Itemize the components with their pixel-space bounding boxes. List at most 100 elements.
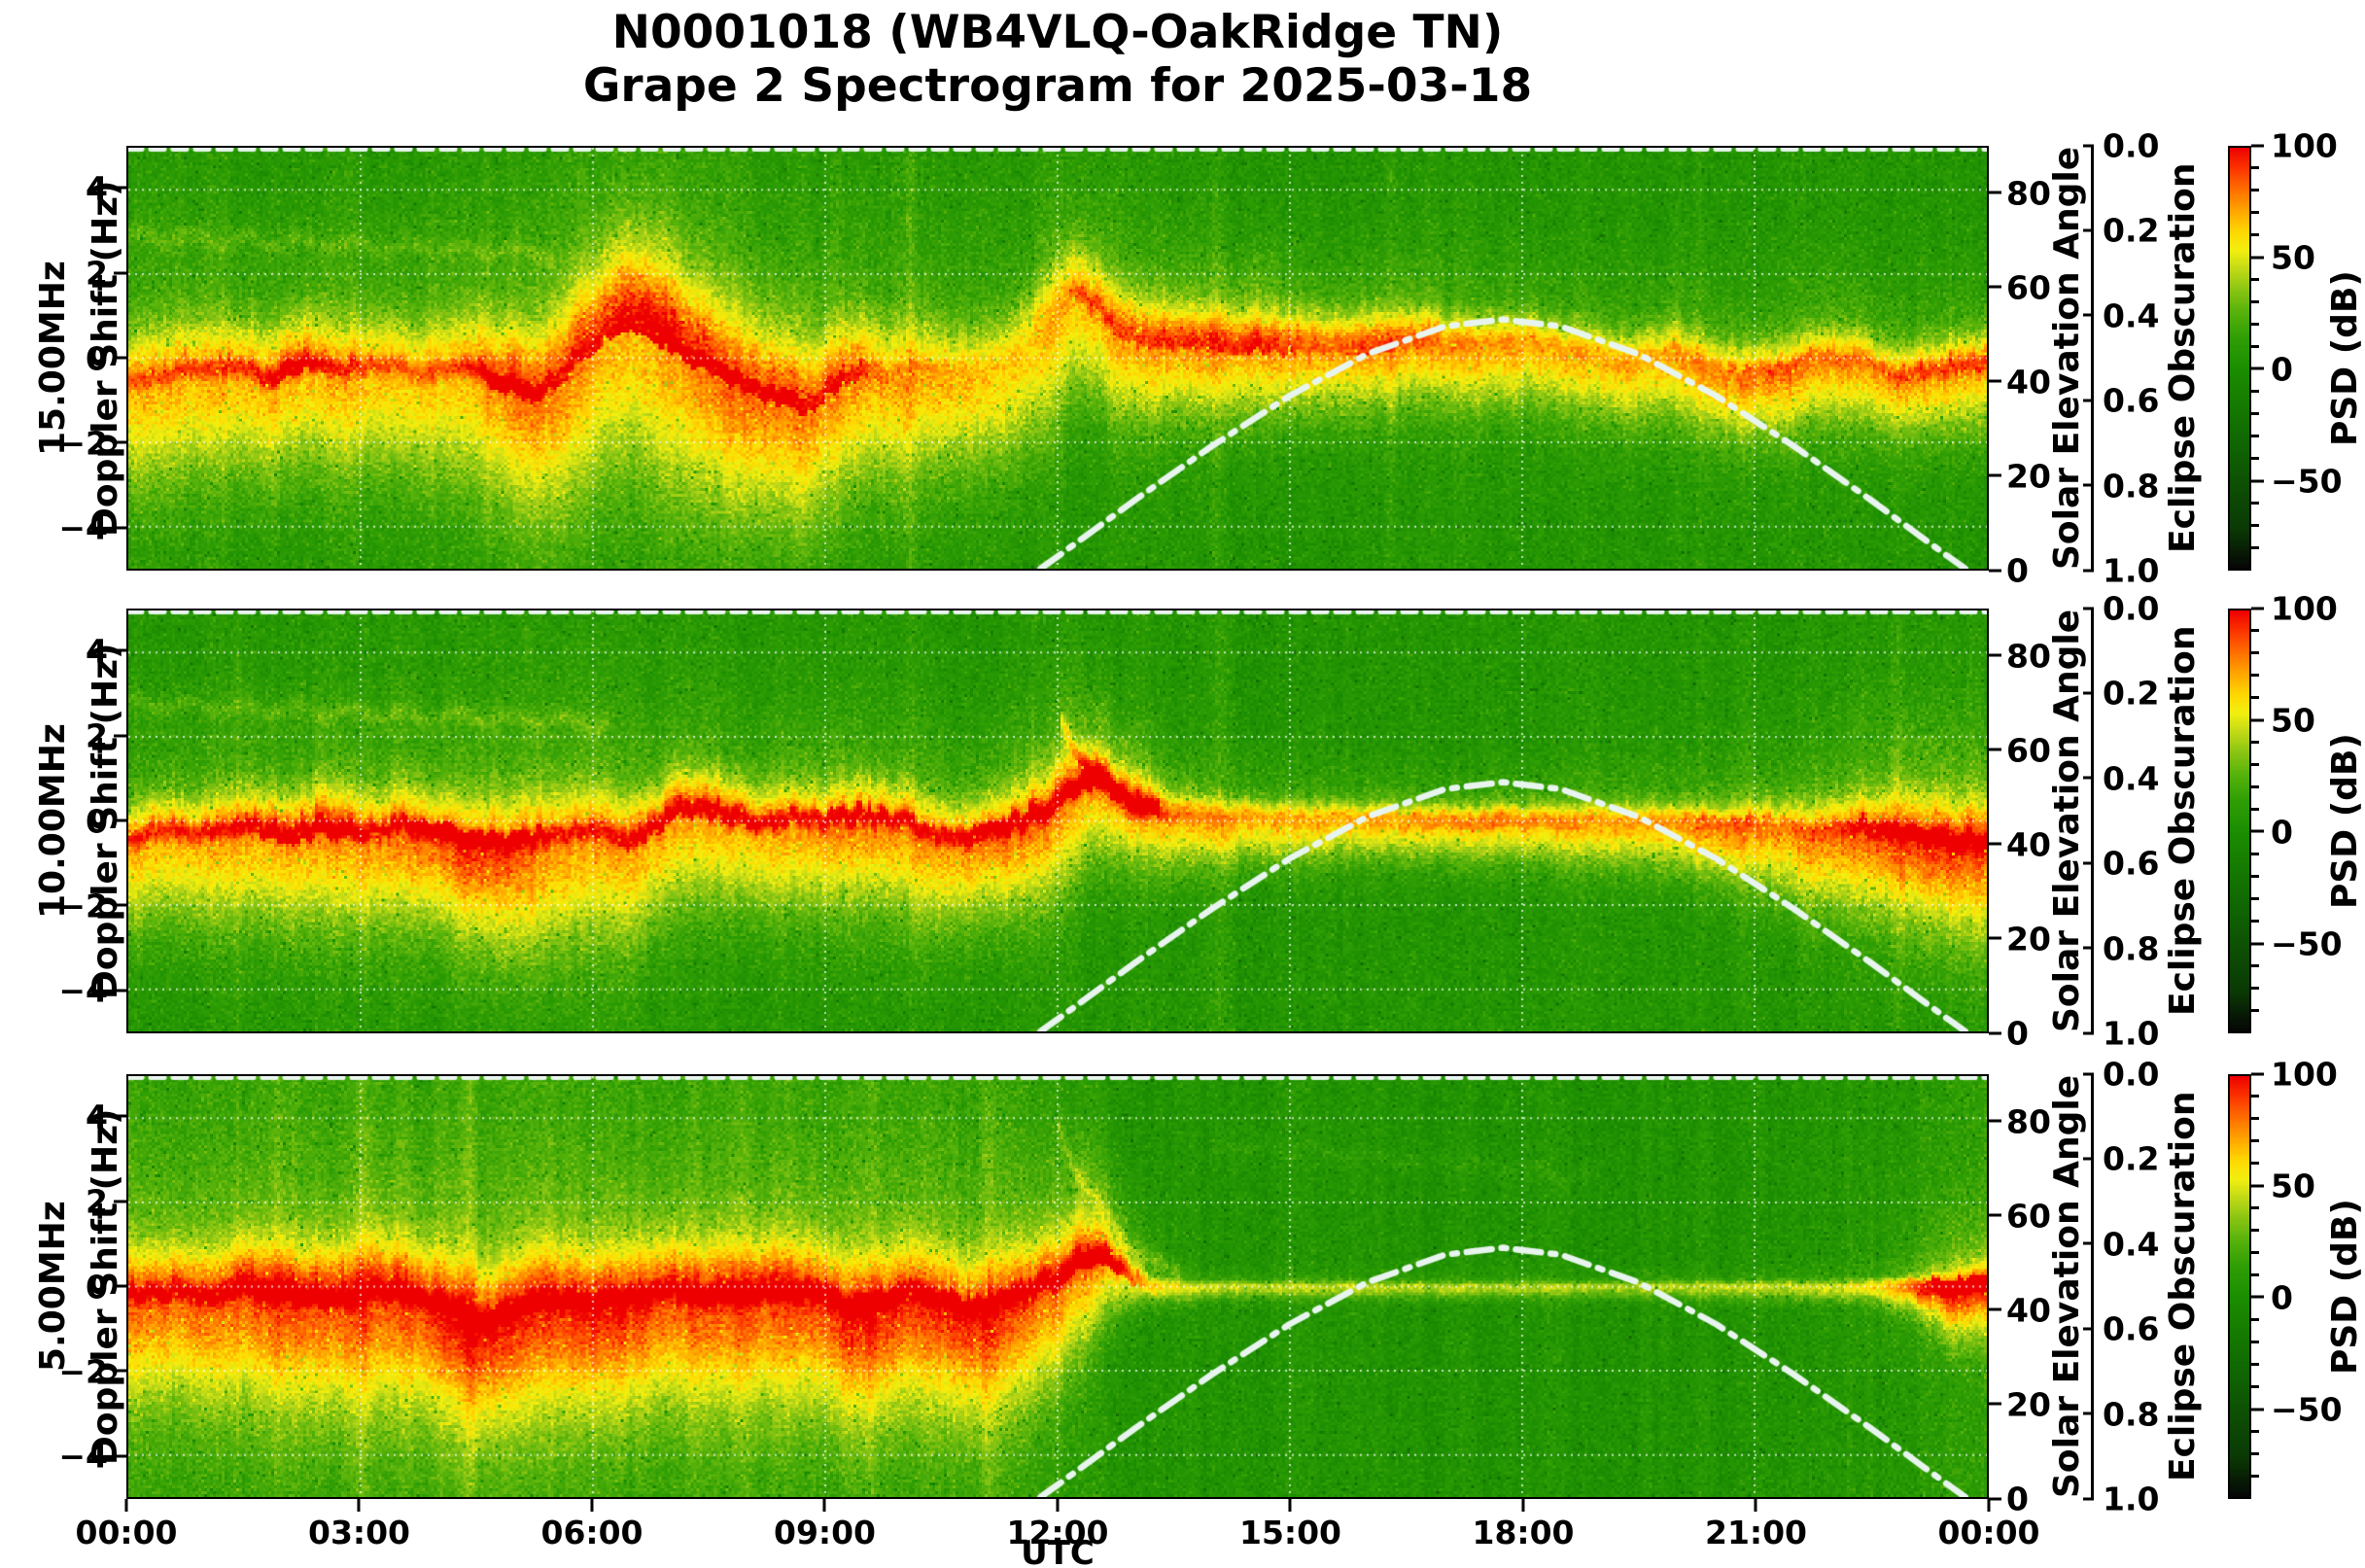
doppler-tick-label: −4 (39, 1438, 126, 1476)
solar-tick-label: 80 (1989, 174, 2096, 212)
eclipse-tick-label: 0.6 (2083, 382, 2191, 420)
eclipse-tick-label: 0.2 (2083, 675, 2191, 713)
overlay-curves-5mhz (128, 1076, 1987, 1497)
eclipse-tick-label: 1.0 (2083, 1015, 2191, 1053)
panel-5mhz: 5.00MHz Doppler Shift (Hz) 4 2 0 −2 −4 80 60 4… (0, 1056, 2365, 1518)
eclipse-obscuration-axis-label: Eclipse Obscuration (2163, 1091, 2203, 1482)
overlay-curves-10mhz (128, 610, 1987, 1031)
psd-colorbar (2228, 146, 2251, 571)
eclipse-obscuration-tick-labels: 0.0 0.2 0.4 0.6 0.8 1.0 (2083, 1056, 2191, 1518)
psd-colorbar-gradient (2230, 148, 2249, 569)
solar-elevation-axis-label: Solar Elevation Angle (2047, 1074, 2087, 1499)
spectrogram-plot-15mhz (126, 146, 1989, 571)
psd-tick-label: 100 (2251, 590, 2358, 628)
solar-tick-label: 60 (1989, 731, 2096, 769)
eclipse-tick-label: 0.2 (2083, 1140, 2191, 1178)
solar-tick-label: 80 (1989, 1102, 2096, 1140)
psd-tick-label: 0 (2251, 1278, 2358, 1316)
doppler-tick-label: 0 (39, 339, 126, 377)
doppler-tick-label: −2 (39, 887, 126, 924)
solar-tick-label: 40 (1989, 1291, 2096, 1329)
solar-tick-label: 40 (1989, 363, 2096, 401)
psd-colorbar-gradient (2230, 1076, 2249, 1497)
psd-axis-label: PSD (dB) (2325, 270, 2365, 446)
doppler-tick-label: −4 (39, 972, 126, 1010)
solar-tick-label: 60 (1989, 1197, 2096, 1235)
solar-tick-label: 20 (1989, 920, 2096, 958)
eclipse-tick-label: 0.0 (2083, 127, 2191, 165)
doppler-tick-label: 4 (39, 169, 126, 207)
solar-elevation-tick-labels: 80 60 40 20 0 (1989, 146, 2096, 590)
panel-10mhz: 10.00MHz Doppler Shift (Hz) 4 2 0 −2 −4 80 60… (0, 590, 2365, 1053)
doppler-tick-label: 0 (39, 802, 126, 840)
psd-colorbar-tick-labels: 100 50 0 −50 (2251, 590, 2358, 1033)
eclipse-tick-label: 0.6 (2083, 845, 2191, 883)
psd-axis-label: PSD (dB) (2325, 733, 2365, 909)
doppler-tick-label: 4 (39, 632, 126, 670)
figure-title-line1: N0001018 (WB4VLQ-OakRidge TN) (611, 6, 1504, 59)
eclipse-tick-label: 1.0 (2083, 552, 2191, 590)
psd-colorbar (2228, 609, 2251, 1033)
utc-tick-labels: 00:00 03:00 06:00 09:00 12:00 15:00 18:00 21:00… (75, 1499, 2040, 1555)
spectrogram-plot-5mhz (126, 1074, 1989, 1499)
utc-tick-label: 21:00 (1704, 1499, 1808, 1551)
solar-tick-label: 0 (1989, 1481, 2096, 1518)
utc-tick-label: 15:00 (1238, 1499, 1342, 1551)
eclipse-axis-spine (2091, 1074, 2094, 1499)
doppler-tick-label: −4 (39, 509, 126, 547)
psd-tick-label: −50 (2251, 463, 2358, 501)
psd-tick-label: 100 (2251, 127, 2358, 165)
doppler-tick-label: 4 (39, 1098, 126, 1135)
eclipse-tick-label: 0.8 (2083, 1395, 2191, 1433)
doppler-tick-label: −2 (39, 1352, 126, 1390)
figure-title-line2: Grape 2 Spectrogram for 2025-03-18 (582, 58, 1533, 113)
eclipse-obscuration-axis-label: Eclipse Obscuration (2163, 625, 2203, 1017)
overlay-curves-15mhz (128, 148, 1987, 569)
eclipse-axis-spine (2091, 146, 2094, 571)
eclipse-obscuration-tick-labels: 0.0 0.2 0.4 0.6 0.8 1.0 (2083, 590, 2191, 1053)
doppler-tick-label: −2 (39, 424, 126, 462)
psd-tick-label: −50 (2251, 1391, 2358, 1429)
eclipse-tick-label: 0.0 (2083, 590, 2191, 628)
solar-elevation-tick-labels: 80 60 40 20 0 (1989, 609, 2096, 1053)
utc-tick-label: 06:00 (540, 1499, 643, 1551)
eclipse-tick-label: 0.0 (2083, 1056, 2191, 1094)
psd-tick-label: 100 (2251, 1056, 2358, 1094)
eclipse-tick-label: 1.0 (2083, 1481, 2191, 1518)
solar-tick-label: 0 (1989, 1015, 2096, 1053)
psd-tick-label: 0 (2251, 813, 2358, 851)
psd-colorbar-tick-labels: 100 50 0 −50 (2251, 127, 2358, 571)
eclipse-tick-label: 0.8 (2083, 929, 2191, 967)
utc-tick-label: 18:00 (1472, 1499, 1575, 1551)
panel-15mhz: 15.00MHz Doppler Shift (Hz) 4 2 0 −2 −4 80 60… (0, 127, 2365, 590)
solar-elevation-axis-label: Solar Elevation Angle (2047, 146, 2087, 571)
doppler-tick-label: 2 (39, 255, 126, 293)
solar-elevation-tick-labels: 80 60 40 20 0 (1989, 1074, 2096, 1518)
doppler-tick-label: 2 (39, 717, 126, 755)
solar-tick-label: 0 (1989, 552, 2096, 590)
eclipse-tick-label: 0.4 (2083, 759, 2191, 797)
utc-tick-label: 00:00 (75, 1499, 178, 1551)
utc-tick-label: 12:00 (1006, 1499, 1109, 1551)
x-axis-label: UTC (1021, 1534, 1095, 1568)
doppler-tick-labels: 4 2 0 −2 −4 (39, 609, 126, 1033)
eclipse-axis-spine (2091, 609, 2094, 1033)
psd-colorbar-minor-ticks (2251, 1074, 2358, 1499)
figure-title: N0001018 (WB4VLQ-OakRidge TN) Grape 2 Sp… (126, 6, 1989, 113)
psd-tick-label: 50 (2251, 1167, 2358, 1205)
solar-elevation-axis-label: Solar Elevation Angle (2047, 609, 2087, 1033)
eclipse-tick-label: 0.8 (2083, 467, 2191, 505)
utc-tick-label: 09:00 (773, 1499, 877, 1551)
eclipse-tick-label: 0.4 (2083, 296, 2191, 334)
psd-colorbar-tick-labels: 100 50 0 −50 (2251, 1056, 2358, 1499)
solar-tick-label: 40 (1989, 825, 2096, 863)
doppler-tick-label: 0 (39, 1268, 126, 1306)
psd-tick-label: 50 (2251, 239, 2358, 277)
solar-tick-label: 60 (1989, 268, 2096, 306)
solar-tick-label: 20 (1989, 1385, 2096, 1423)
psd-tick-label: −50 (2251, 925, 2358, 963)
psd-colorbar-minor-ticks (2251, 609, 2358, 1033)
spectrogram-plot-10mhz (126, 609, 1989, 1033)
solar-tick-label: 80 (1989, 637, 2096, 675)
